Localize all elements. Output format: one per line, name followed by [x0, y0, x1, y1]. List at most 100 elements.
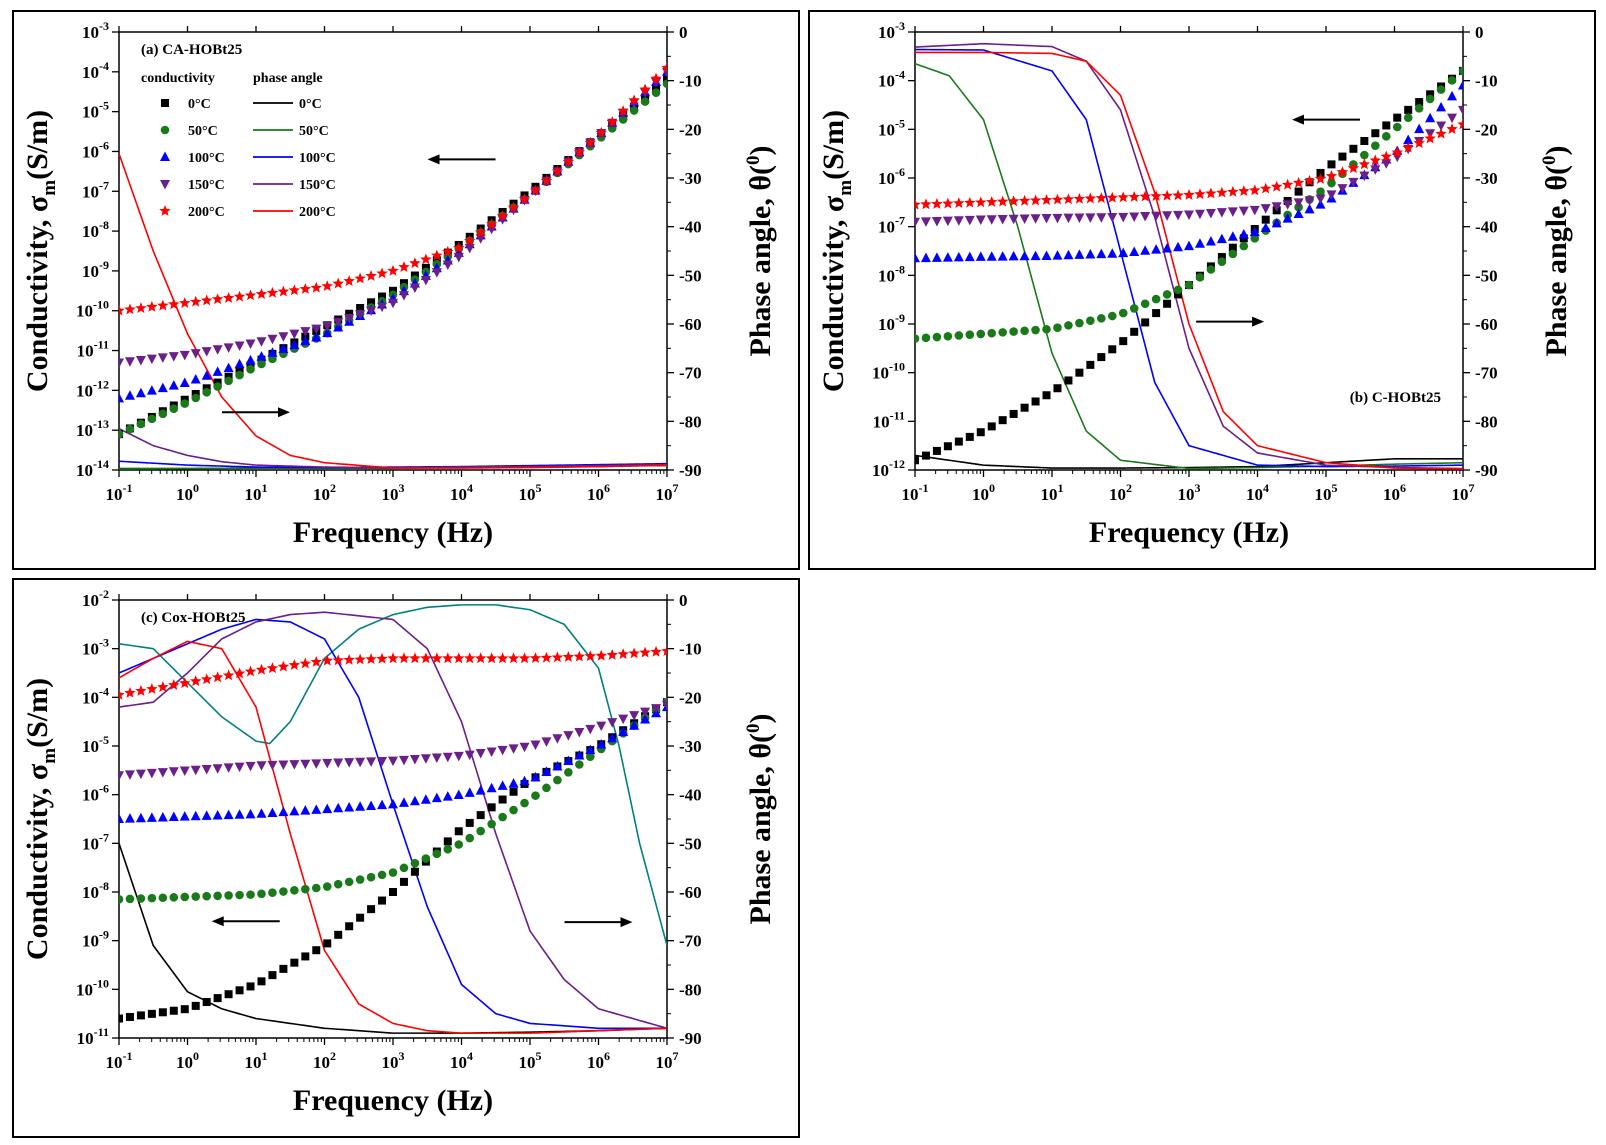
data-point — [191, 1001, 200, 1010]
data-point — [146, 812, 157, 822]
panel-title: (a) CA-HOBt25 — [141, 42, 242, 58]
y2-tick-label: -70 — [1475, 364, 1498, 383]
data-point — [234, 341, 245, 351]
data-point — [1031, 325, 1040, 335]
data-point — [1074, 249, 1085, 259]
data-point — [1075, 318, 1084, 328]
data-point — [389, 888, 397, 896]
data-point — [179, 377, 190, 388]
x-tick-label: 102 — [313, 481, 336, 504]
data-point — [975, 251, 986, 261]
data-point — [119, 813, 124, 823]
y-tick-label: 10-9 — [82, 928, 109, 951]
data-point — [119, 358, 124, 368]
data-point — [179, 766, 190, 777]
y2-tick-label: -50 — [1475, 266, 1498, 285]
data-point — [1031, 397, 1040, 406]
x-tick-label: 103 — [382, 1049, 405, 1072]
chart-panel-b: 10-1 100 101 102 103 104 105 106 107 10-12 10-11 10… — [808, 10, 1596, 570]
phase-curve-200C — [119, 640, 667, 1034]
data-point — [211, 671, 224, 683]
data-point — [244, 289, 257, 301]
y2-tick-label: -60 — [1475, 315, 1498, 334]
data-point — [562, 155, 575, 167]
data-point — [168, 811, 179, 822]
legend-label: 150°C — [299, 178, 336, 193]
data-point — [915, 456, 919, 465]
x-tick-label: 106 — [1383, 481, 1406, 504]
data-point — [1095, 192, 1108, 203]
data-point — [585, 752, 595, 762]
data-point — [366, 306, 377, 316]
data-point — [1370, 165, 1381, 175]
data-point — [1337, 184, 1348, 194]
y-tick-label: 10-9 — [878, 311, 905, 334]
data-point — [321, 280, 333, 292]
data-point — [1238, 206, 1249, 217]
data-point — [595, 649, 607, 661]
data-point — [1096, 248, 1107, 259]
data-point — [651, 88, 661, 97]
data-point — [180, 1005, 189, 1014]
data-point — [508, 778, 519, 788]
x-tick-label: 107 — [1452, 481, 1475, 504]
y-tick-label: 10-6 — [82, 138, 109, 161]
data-point — [942, 197, 954, 209]
legend-label: 0°C — [299, 97, 322, 112]
data-point — [573, 146, 586, 158]
y2-tick-label: -30 — [1475, 169, 1498, 188]
data-point — [453, 751, 464, 762]
data-point — [1183, 189, 1195, 200]
data-point — [1413, 137, 1425, 149]
data-point — [1019, 250, 1030, 261]
data-point — [246, 890, 255, 899]
data-point — [333, 317, 344, 328]
data-point — [1172, 189, 1184, 201]
data-point — [147, 1009, 156, 1018]
y2-tick-label: -20 — [1475, 120, 1498, 139]
data-point — [289, 329, 300, 340]
data-point — [1162, 242, 1173, 253]
data-point — [518, 652, 531, 664]
data-point — [487, 819, 496, 829]
x-tick-label: 103 — [382, 481, 405, 504]
data-point — [931, 197, 943, 209]
data-point — [551, 651, 564, 663]
data-point — [1041, 214, 1052, 224]
data-point — [464, 234, 476, 246]
data-point — [639, 646, 651, 658]
data-point — [125, 424, 135, 434]
data-point — [311, 324, 322, 335]
data-point — [1250, 234, 1260, 243]
data-point — [1029, 194, 1042, 206]
data-point — [1239, 241, 1249, 251]
data-point — [453, 789, 464, 800]
data-point — [1304, 203, 1315, 214]
data-point — [431, 792, 442, 803]
data-point — [585, 724, 596, 735]
conductivity-series-100C — [119, 701, 667, 823]
data-point — [211, 293, 224, 305]
data-point — [157, 768, 168, 778]
data-point — [453, 252, 464, 263]
data-point — [322, 321, 333, 332]
data-point — [279, 887, 288, 896]
data-point — [1184, 210, 1194, 220]
data-point — [617, 648, 629, 660]
data-point — [986, 196, 998, 207]
data-point — [476, 826, 485, 836]
data-point — [563, 731, 574, 741]
data-point — [266, 286, 279, 298]
data-point — [366, 800, 377, 810]
conductivity-series-200C — [915, 118, 1463, 210]
data-point — [1052, 250, 1063, 260]
data-point — [1053, 323, 1062, 332]
data-point — [1097, 353, 1106, 362]
data-point — [300, 805, 311, 815]
data-point — [943, 331, 953, 341]
data-point — [431, 652, 443, 664]
data-point — [975, 196, 987, 208]
data-point — [1424, 132, 1436, 144]
data-point — [377, 756, 388, 767]
y2-tick-label: 0 — [1475, 23, 1484, 42]
